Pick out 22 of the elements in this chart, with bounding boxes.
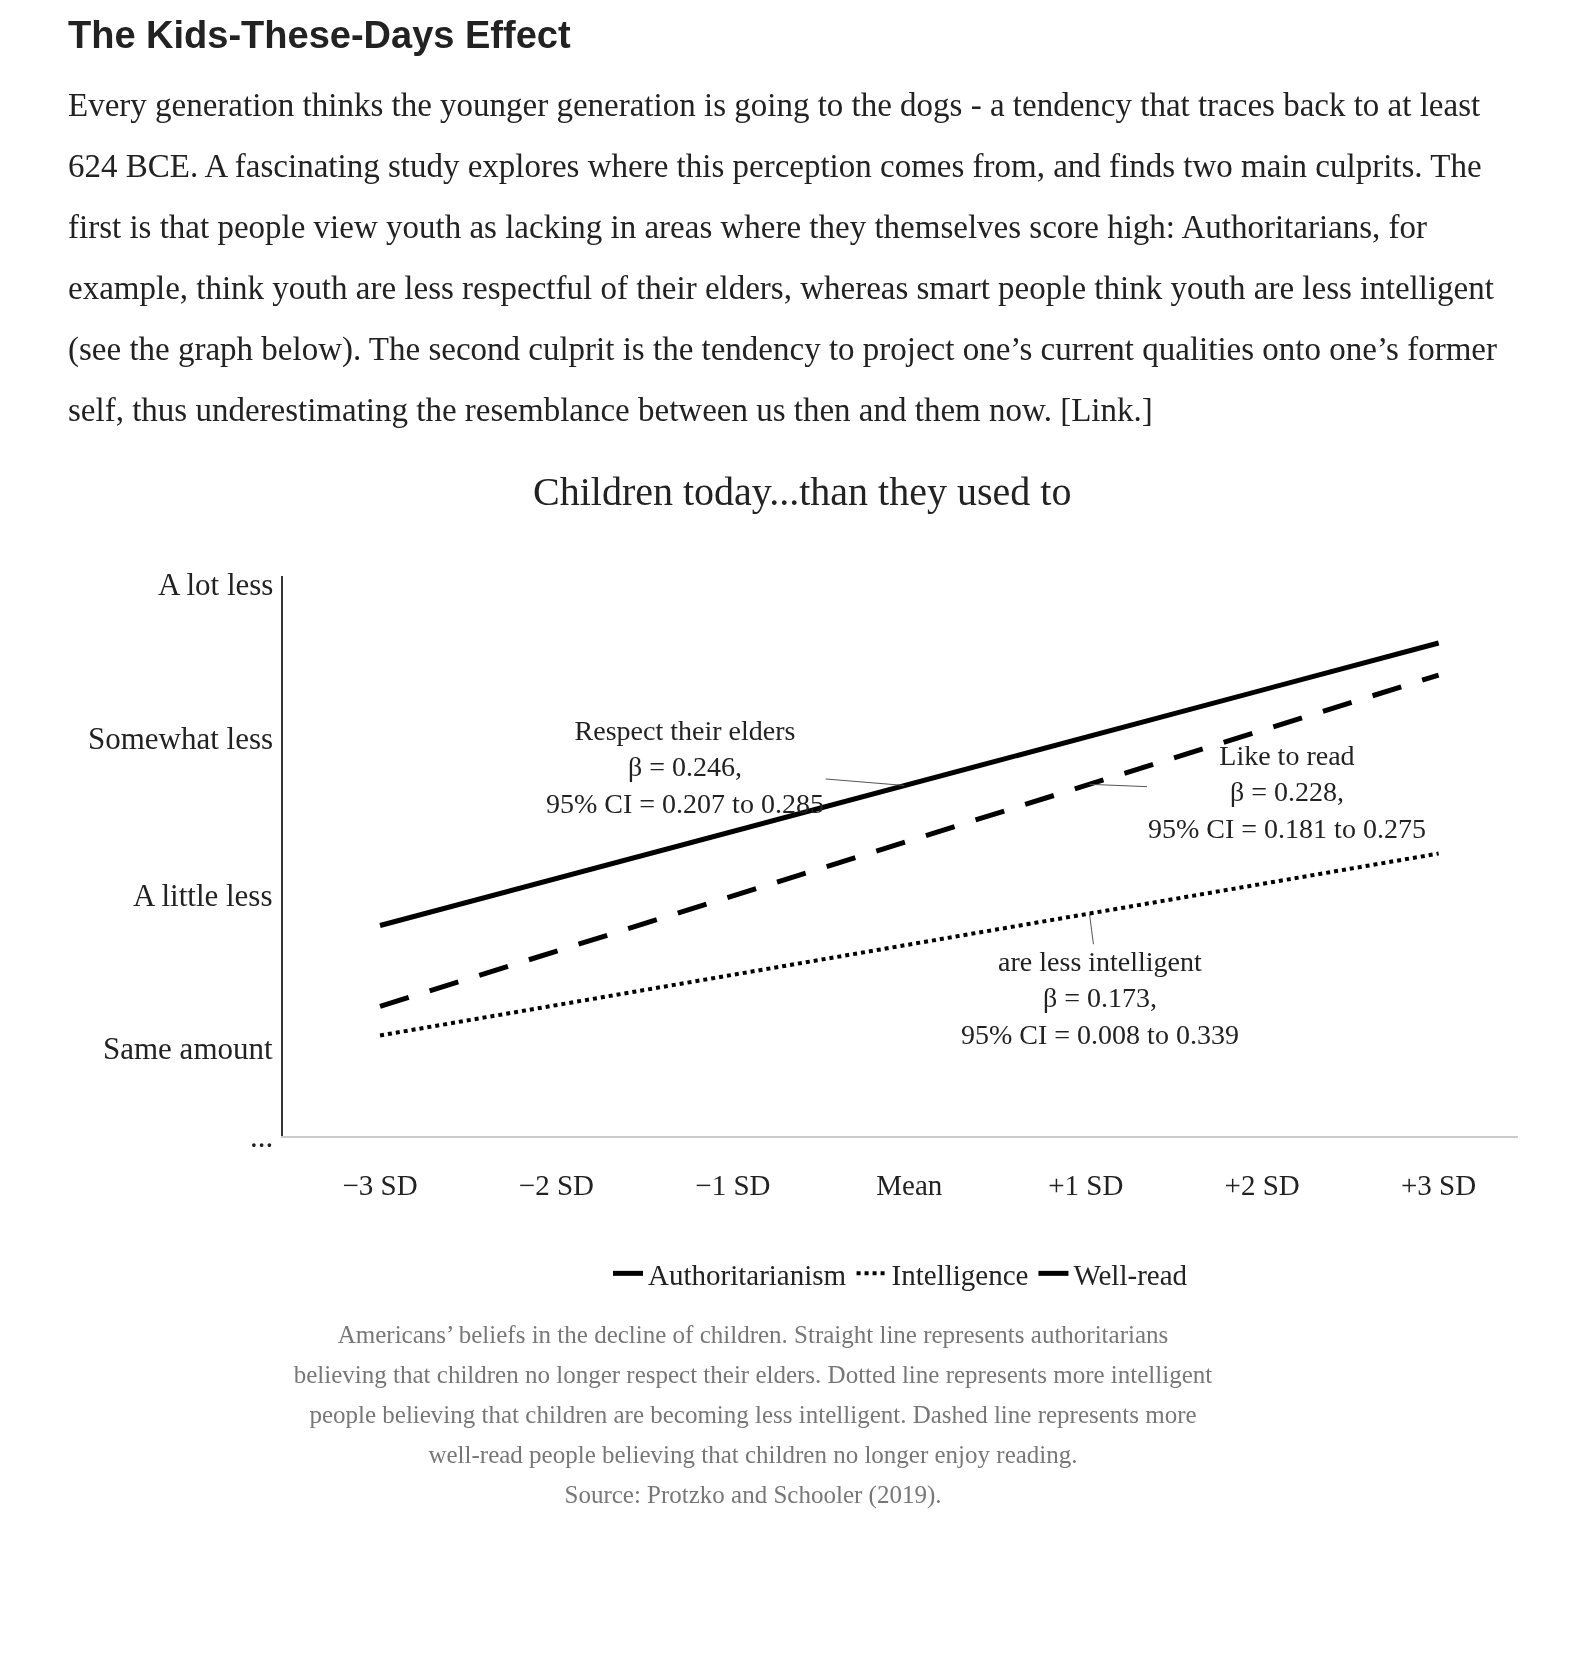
chart-subtitle: Every generation thinks the younger generation is going to the dogs - a tendency that traces back to at least 624 BCE. A fascinating study explores where this perception comes from, and finds two main culprits. The first is that people view youth as lacking in areas where they themselves score high: Authoritarians, for example, think youth are less respectful of their elders, whereas smart people think youth are less intelligent (see the graph below). The second culprit is the tendency to project one’s current qualities onto one’s former self, thus underestimating the resemblance between us then and them now. [Link.]	[68, 86, 1498, 430]
text: A little less	[133, 878, 273, 913]
annotation: Like to read β = 0.228, 95% CI = 0.181 to 0.275	[1148, 740, 1426, 844]
text: ...	[250, 1119, 274, 1154]
annotation: Respect their elders β = 0.246, 95% CI = 0.207 to 0.285	[546, 715, 824, 819]
x-tick-label: Mean	[876, 1168, 943, 1201]
legend-label: Authoritarianism	[648, 1258, 847, 1291]
annotation: are less intelligent β = 0.173, 95% CI = 0.008 to 0.339	[961, 946, 1239, 1050]
legend-label: Intelligence	[891, 1258, 1029, 1291]
text: Somewhat less	[88, 721, 274, 756]
text: Americans’ beliefs in the decline of children. Straight line represents authoritarians believing that children no longer respect their elders. Dotted line represents more intelligent people believing that children are becoming less intelligent. Dashed line represents more well-read people believing that children no longer enjoy reading. Source: Protzko and Schooler (2019).	[292, 1320, 1214, 1511]
legend-label: Well-read	[1073, 1258, 1188, 1291]
x-tick-label: +2 SD	[1224, 1168, 1300, 1201]
x-tick-label: +3 SD	[1401, 1168, 1477, 1201]
x-tick-label: −3 SD	[342, 1168, 418, 1201]
x-tick-label: +1 SD	[1048, 1168, 1124, 1201]
text: Children today...than they used to	[533, 469, 1072, 514]
chart-title: The Kids-These-Days Effect	[68, 14, 572, 57]
text: Same amount	[103, 1031, 273, 1066]
x-tick-label: −2 SD	[518, 1168, 595, 1201]
text: A lot less	[158, 567, 274, 602]
x-tick-label: −1 SD	[695, 1168, 771, 1201]
